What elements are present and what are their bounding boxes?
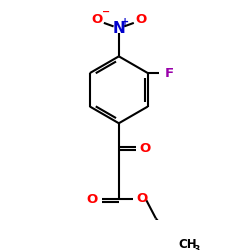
Text: F: F — [164, 66, 173, 80]
Text: O: O — [91, 13, 102, 26]
Text: O: O — [140, 142, 151, 155]
Text: O: O — [136, 192, 147, 205]
Text: CH: CH — [179, 238, 197, 250]
Text: −: − — [102, 7, 110, 17]
Text: 3: 3 — [194, 245, 200, 250]
Text: N: N — [112, 21, 125, 36]
Text: +: + — [121, 17, 129, 27]
Text: O: O — [135, 13, 146, 26]
Text: O: O — [87, 193, 98, 206]
